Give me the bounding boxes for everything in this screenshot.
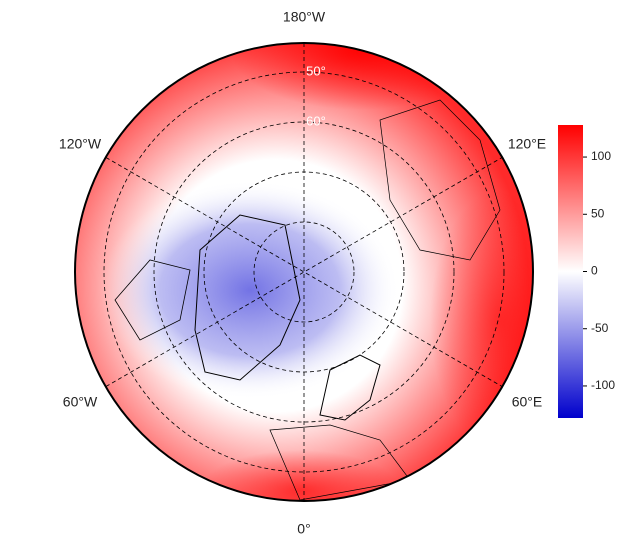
colorbar-tick-label: 100 <box>591 149 611 163</box>
map-boundary <box>74 42 534 502</box>
longitude-label: 180°W <box>283 9 326 25</box>
latitude-label: 50° <box>306 63 326 78</box>
field <box>75 43 533 501</box>
longitude-label: 0° <box>297 521 310 537</box>
graticule <box>103 43 505 501</box>
longitude-label: 120°E <box>508 136 546 152</box>
longitude-label: 60°W <box>63 394 98 410</box>
colorbar-tick-label: 0 <box>591 264 598 278</box>
colorbar-ramp <box>558 125 583 418</box>
colorbar-tick-label: -50 <box>591 321 609 335</box>
colorbar-tick-label: -100 <box>591 378 615 392</box>
latitude-label: 60° <box>306 113 326 128</box>
longitude-label: 120°W <box>59 136 102 152</box>
longitude-label: 60°E <box>512 394 543 410</box>
colorbar: 100 50 0 -50 -100 <box>558 125 615 418</box>
colorbar-tick-label: 50 <box>591 206 605 220</box>
